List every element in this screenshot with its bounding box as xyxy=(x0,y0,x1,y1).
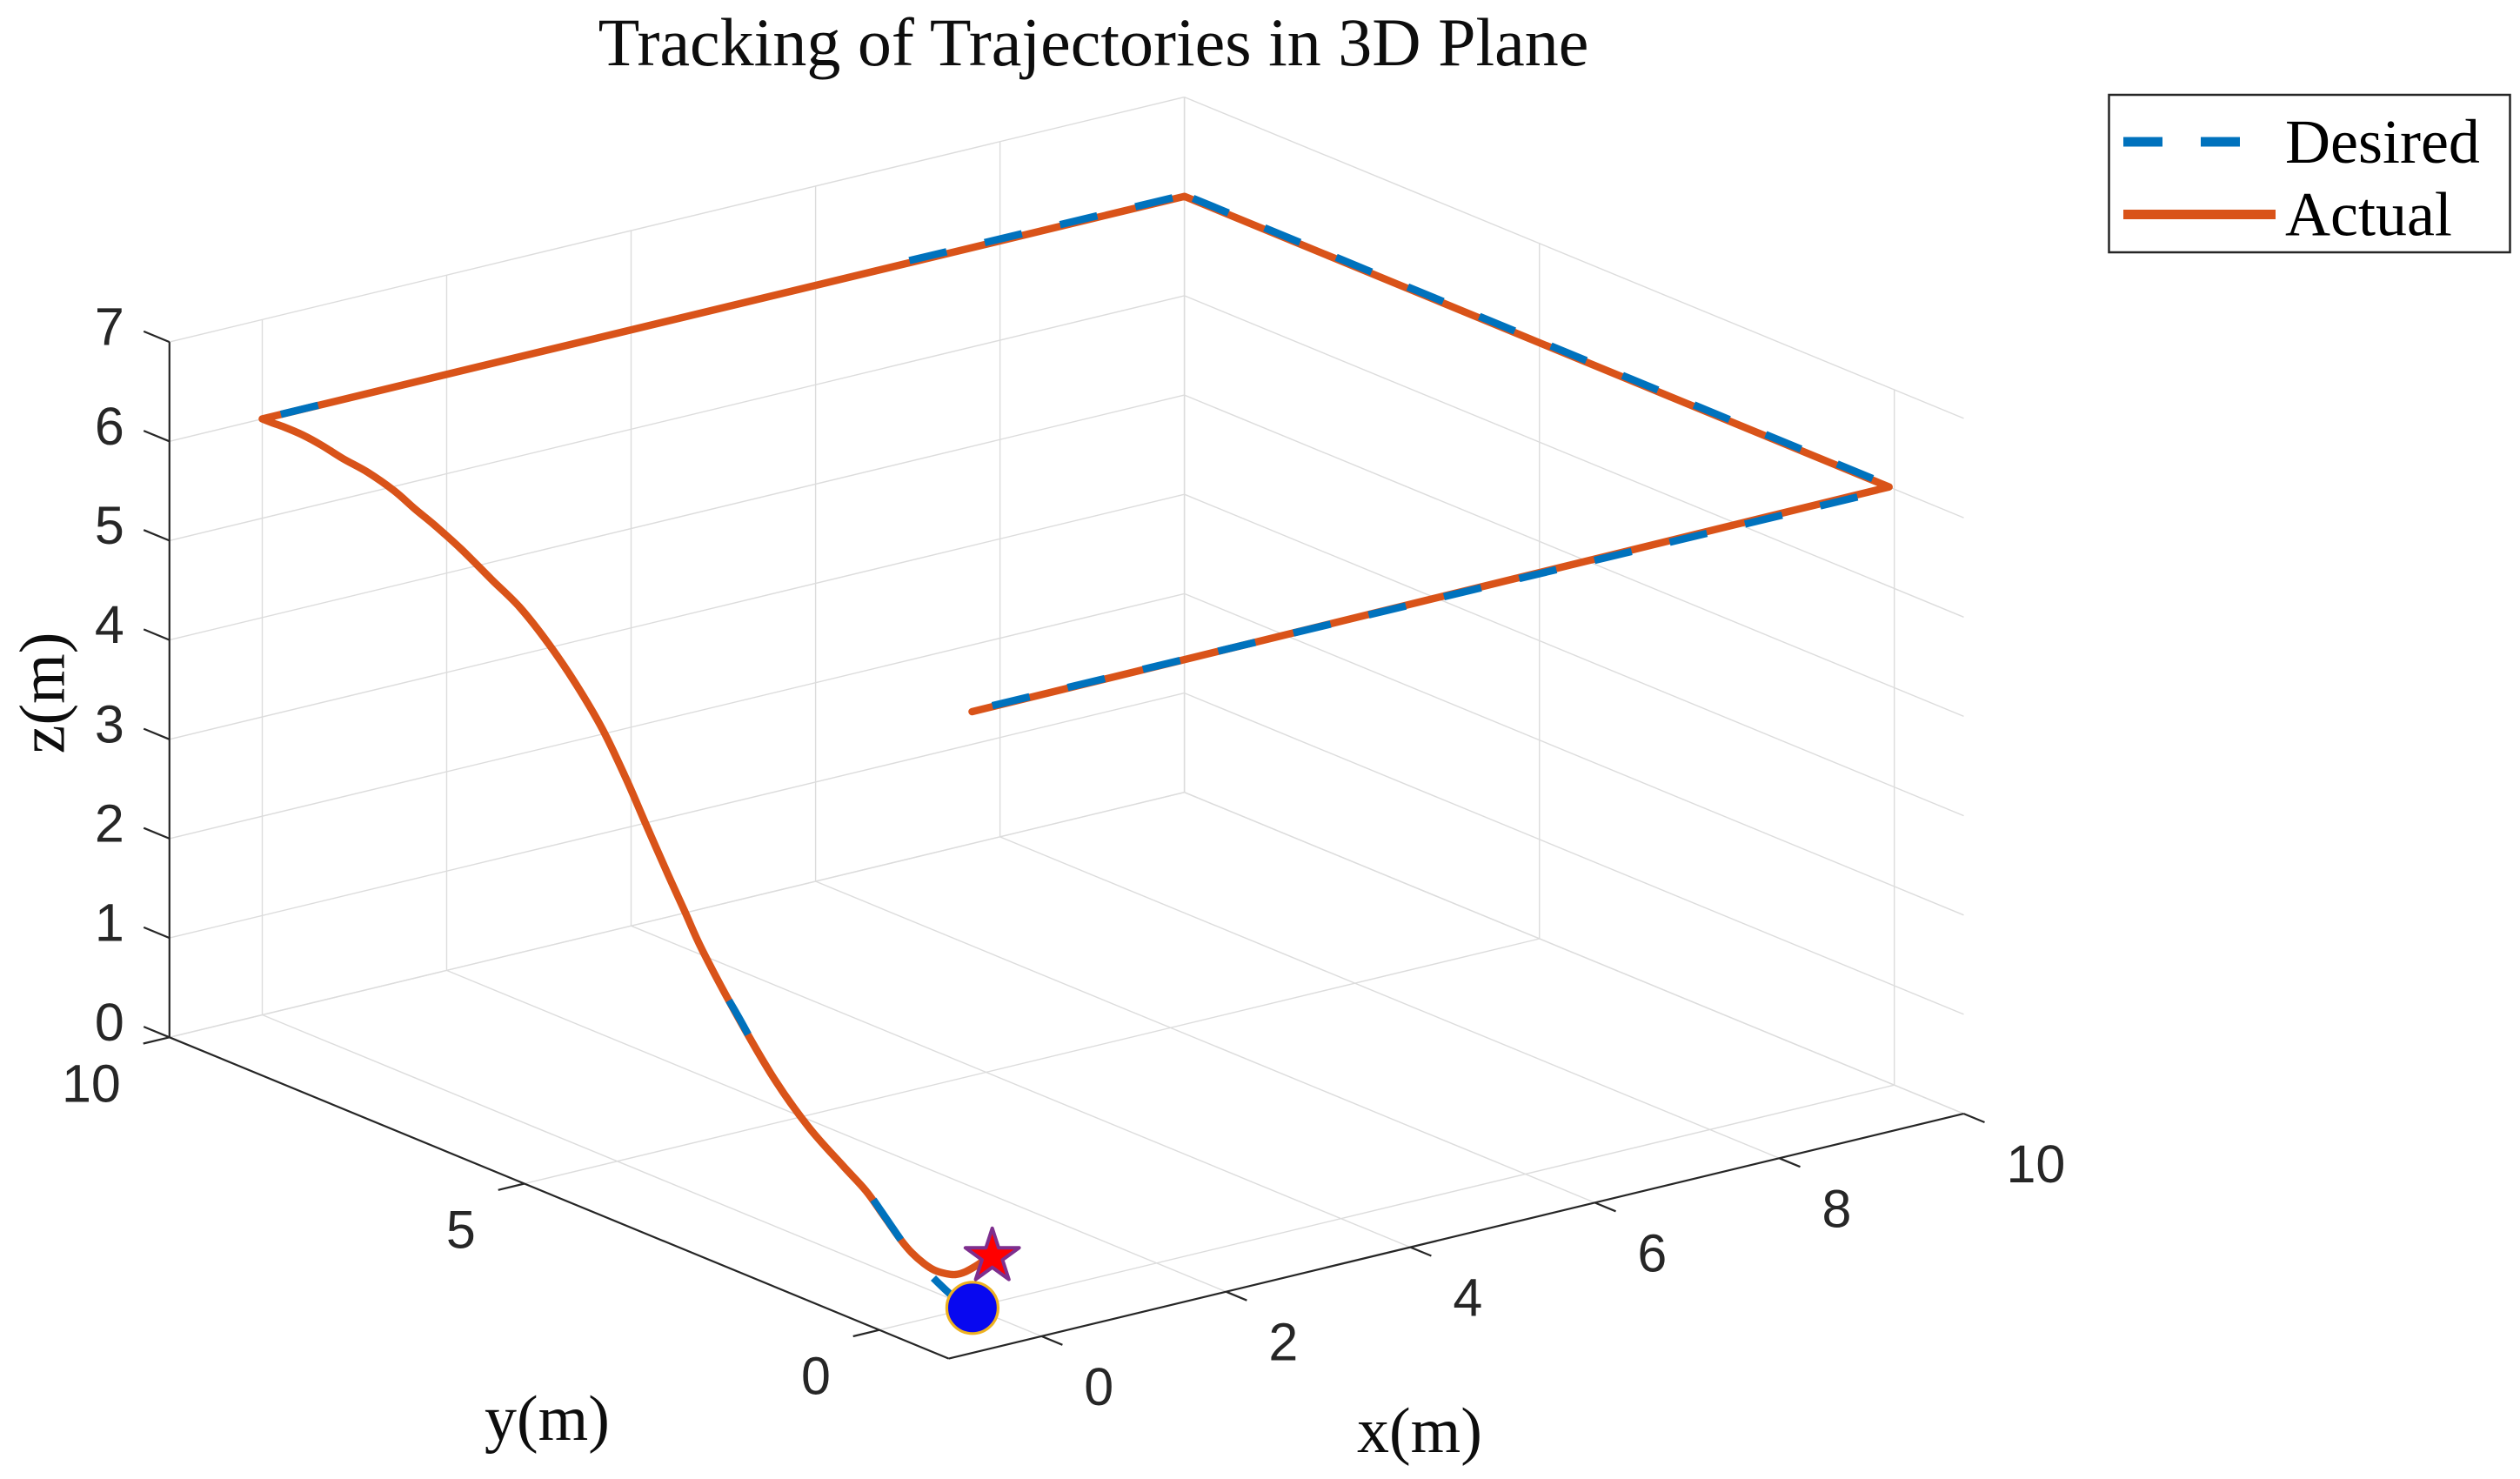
svg-text:7: 7 xyxy=(95,298,124,357)
svg-text:4: 4 xyxy=(95,595,124,654)
svg-text:2: 2 xyxy=(1268,1313,1298,1372)
svg-text:1: 1 xyxy=(95,893,124,953)
svg-text:4: 4 xyxy=(1453,1268,1482,1328)
svg-text:10: 10 xyxy=(2007,1134,2066,1194)
svg-text:0: 0 xyxy=(95,993,124,1052)
svg-text:5: 5 xyxy=(95,496,124,555)
svg-text:Desired: Desired xyxy=(2285,107,2480,177)
svg-text:0: 0 xyxy=(801,1347,831,1406)
svg-text:10: 10 xyxy=(62,1054,121,1113)
svg-text:3: 3 xyxy=(95,694,124,753)
svg-text:8: 8 xyxy=(1822,1179,1852,1238)
svg-text:6: 6 xyxy=(1637,1223,1667,1282)
svg-text:0: 0 xyxy=(1084,1357,1113,1416)
svg-text:Actual: Actual xyxy=(2285,180,2452,250)
svg-text:2: 2 xyxy=(95,793,124,853)
svg-text:6: 6 xyxy=(95,397,124,456)
svg-text:5: 5 xyxy=(446,1201,476,1260)
